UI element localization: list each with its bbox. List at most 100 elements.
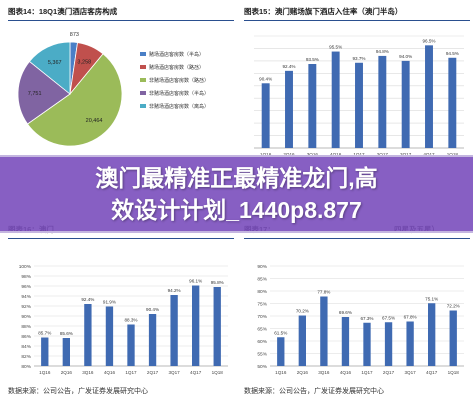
bar [384, 322, 393, 366]
bar-chart: 90% 85% 80% 75% 70% 65% 60% 55% 50% 61.5% 1Q16 70.2… [257, 264, 464, 375]
x-tick-label: 3Q17 [404, 370, 416, 375]
bar [285, 70, 293, 148]
legend-entry: 非赌场酒店客房数（路氹） [149, 77, 209, 84]
x-tick-label: 2Q16 [297, 370, 309, 375]
x-tick-label: 2Q16 [61, 370, 73, 375]
bar-chart: 100% 98% 96% 94% 92% 90% 88% 86% 84% 82% 80% 85.7% 1… [19, 264, 228, 375]
y-tick-label: 86% [21, 334, 31, 340]
y-tick-label: 60% [257, 339, 267, 345]
pie-slice [17, 60, 71, 125]
x-tick-label: 2Q16 [283, 152, 295, 157]
source-note: 数据来源：公司公告，广发证券发展研究中心 [8, 388, 148, 395]
data-label: 90.4% [146, 307, 159, 312]
y-tick-label: 100% [19, 264, 32, 270]
pie-slice [26, 53, 123, 147]
overlay-text-line-2: 效设计计划_1440p8.877 [111, 197, 362, 223]
data-label: 95.8% [211, 280, 224, 285]
data-label: 92.4% [81, 297, 94, 302]
data-label: 93.5% [306, 57, 319, 62]
bar [298, 315, 306, 366]
data-label: 67.3% [360, 316, 373, 321]
bar [148, 314, 157, 366]
x-tick-label: 4Q17 [426, 370, 438, 375]
legend-swatch [140, 65, 146, 69]
bar [308, 64, 317, 148]
bar [448, 57, 457, 148]
data-label: 96.5% [422, 38, 435, 43]
data-label: 61.5% [274, 330, 287, 335]
x-tick-label: 1Q16 [39, 370, 51, 375]
overlay-top-band [0, 155, 473, 157]
bar [428, 303, 436, 366]
bar [170, 295, 178, 366]
legend-swatch [140, 78, 146, 82]
data-label: 93.7% [352, 56, 365, 61]
title-rule [8, 20, 234, 21]
promo-overlay-banner: 澳门最精准正最精准龙门,高 效设计计划_1440p8.877 [0, 155, 473, 233]
pie-chart-panel: 图表14：18Q1澳门酒店客房构成 873 3,258 20,464 7,751 5,3… [8, 6, 234, 246]
x-tick-label: 3Q16 [307, 152, 319, 157]
bar [363, 322, 371, 366]
y-tick-label: 55% [257, 352, 267, 358]
x-tick-label: 4Q16 [330, 152, 342, 157]
y-tick-label: 94% [21, 294, 31, 300]
y-tick-label: 50% [257, 364, 267, 370]
bar [261, 83, 270, 148]
legend-entry: 赌场酒店客房数（半岛） [149, 51, 204, 58]
data-label: 90.4% [259, 76, 272, 81]
x-tick-label: 1Q16 [275, 370, 287, 375]
x-tick-label: 4Q16 [104, 370, 116, 375]
bar [406, 321, 414, 366]
x-tick-label: 4Q17 [190, 370, 202, 375]
data-label: 96.1% [189, 279, 202, 284]
data-label: 94.8% [376, 49, 389, 54]
y-tick-label: 90% [21, 314, 31, 320]
bar [425, 45, 433, 148]
data-label: 91.9% [103, 300, 116, 305]
y-tick-label: 84% [21, 344, 31, 350]
x-tick-label: 2Q17 [147, 370, 159, 375]
panel-title: 图表15：澳门赌场旗下酒店入住率（澳门半岛） [244, 7, 403, 16]
bar [341, 317, 350, 366]
legend-swatch [140, 91, 146, 95]
bar [41, 337, 49, 366]
bar-chart: 90.4% 1Q16 92.4% 2Q16 93.5% 3Q16 95.5% 4Q16 93.7… [254, 35, 464, 157]
data-label: 94.0% [399, 54, 412, 59]
y-tick-label: 90% [257, 264, 267, 270]
data-label: 67.8% [404, 315, 417, 320]
x-tick-label: 3Q17 [400, 152, 412, 157]
bar [84, 304, 92, 366]
data-label: 85.7% [38, 331, 51, 336]
x-tick-label: 1Q17 [353, 152, 365, 157]
data-label: 67.5% [382, 315, 395, 320]
panel-title: 图表14：18Q1澳门酒店客房构成 [8, 7, 118, 16]
data-label: 77.8% [317, 290, 330, 295]
data-label: 94.2% [168, 288, 181, 293]
data-label: 95.5% [329, 45, 342, 50]
bar [401, 60, 410, 149]
overlay-bottom-band [0, 231, 473, 233]
data-label: 85.6% [60, 331, 73, 336]
data-label: 94.5% [446, 51, 459, 56]
bar [277, 337, 285, 366]
x-tick-label: 2Q17 [383, 370, 395, 375]
slice-label: 873 [70, 32, 79, 38]
source-note: 数据来源：公司公告，广发证券发展研究中心 [244, 388, 384, 395]
data-label: 72.2% [447, 304, 460, 309]
bar [127, 324, 135, 366]
legend-entry: 非赌场酒店客房数（离岛） [149, 103, 209, 110]
x-tick-label: 1Q16 [260, 152, 272, 157]
slice-label: 20,464 [86, 118, 103, 124]
slice-label: 3,258 [77, 60, 91, 66]
data-label: 88.3% [124, 318, 137, 323]
bar [213, 287, 221, 366]
x-tick-label: 1Q18 [212, 370, 224, 375]
overlay-text-line-1: 澳门最精准正最精准龙门,高 [95, 165, 378, 191]
x-tick-label: 3Q16 [82, 370, 94, 375]
y-tick-label: 70% [257, 314, 267, 320]
x-tick-label: 3Q17 [168, 370, 180, 375]
y-tick-label: 80% [257, 289, 267, 295]
x-tick-label: 4Q17 [423, 152, 435, 157]
y-tick-label: 75% [257, 302, 267, 308]
legend-swatch [140, 104, 146, 108]
